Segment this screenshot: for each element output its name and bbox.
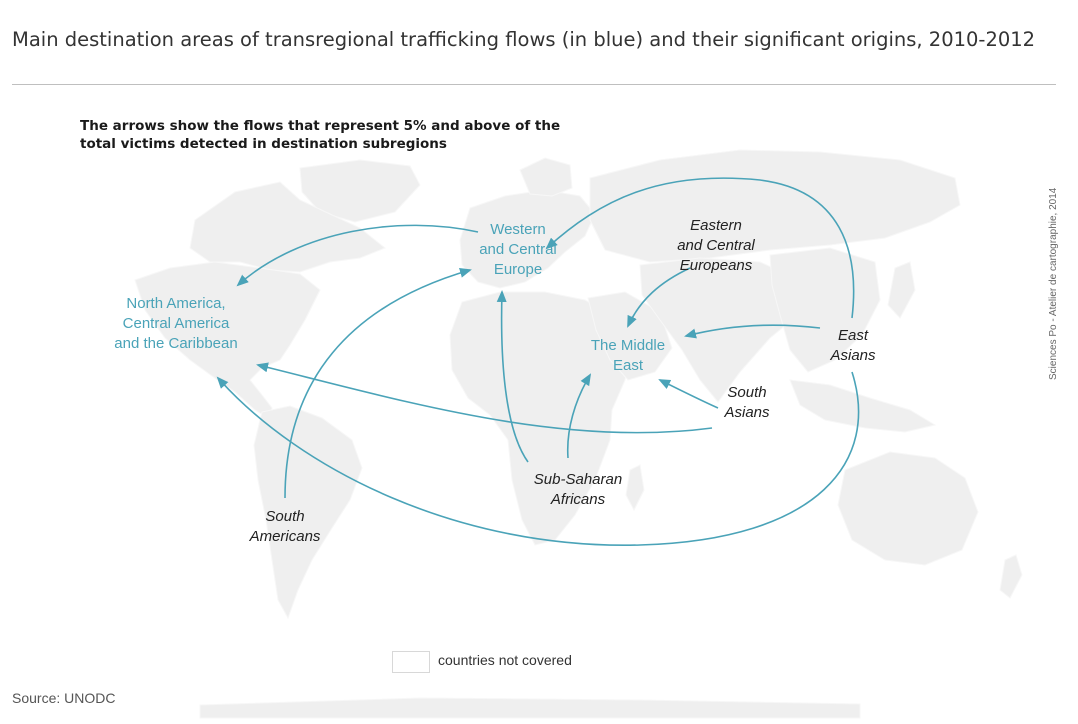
label-eastern-central-europeans: Eastern and Central Europeans [664,216,768,276]
label-sub-saharan-africans: Sub-Saharan Africans [520,470,636,510]
south-america [253,405,363,620]
flow-europe-to-north-america [236,224,479,287]
map-subtitle: The arrows show the flows that represent… [80,118,561,152]
north-america-north [189,181,386,273]
southeast-asia [789,379,937,433]
label-line: South [727,384,767,401]
label-line: Europeans [679,257,753,274]
label-middle-east: The Middle East [578,336,678,376]
label-line: and Central [479,241,557,258]
north-america-south [134,261,321,419]
flow-east-asians-to-north-america [216,371,860,546]
flow-south-americans-to-europe [284,268,472,499]
australia [837,451,979,566]
landmasses [134,149,1023,719]
label-south-americans: South Americans [238,507,332,547]
new-zealand [999,554,1023,599]
map-title: Main destination areas of transregional … [12,28,1036,51]
scandinavia [519,157,573,197]
label-line: and the Caribbean [114,335,238,352]
flow-arrows [216,177,860,546]
label-western-central-europe: Western and Central Europe [470,220,566,280]
label-line: East [612,357,643,374]
label-line: Africans [550,491,606,508]
label-line: Western [490,221,546,238]
flow-sub-saharans-to-middle-east [566,373,592,459]
north-asia [589,149,961,263]
label-line: Americans [249,528,321,545]
label-line: Asians [830,347,876,364]
label-line: Eastern [690,217,742,234]
south-asia [639,257,801,403]
flow-eastern-europeans-to-middle-east [627,267,691,328]
label-line: North America, [126,295,226,312]
flow-east-asians-to-europe [545,177,855,319]
legend-label: countries not covered [438,652,572,668]
map-credit: Sciences Po - Atelier de cartographie, 2… [1048,187,1059,380]
japan [887,261,916,319]
label-line: Sub-Saharan [533,471,623,488]
flow-south-asians-to-north-america [256,362,713,434]
label-line: and Central [677,237,755,254]
label-south-asians: South Asians [712,383,782,423]
label-line: Central America [122,315,230,332]
title-divider [12,84,1056,85]
label-north-america: North America, Central America and the C… [100,294,252,354]
label-line: Europe [493,261,543,278]
label-line: South [265,508,305,525]
arabia [587,291,673,381]
antarctica [199,697,861,719]
flow-south-asians-to-middle-east [658,379,719,409]
madagascar [625,464,645,512]
legend-swatch-not-covered [392,651,430,673]
source-note: Source: UNODC [12,690,116,706]
label-line: East [837,327,868,344]
label-line: The Middle [590,337,666,354]
label-line: Asians [724,404,770,421]
label-east-asians: East Asians [820,326,886,366]
flow-east-asians-to-middle-east [684,324,821,339]
flow-sub-saharans-to-europe [496,290,529,463]
greenland [299,159,421,223]
